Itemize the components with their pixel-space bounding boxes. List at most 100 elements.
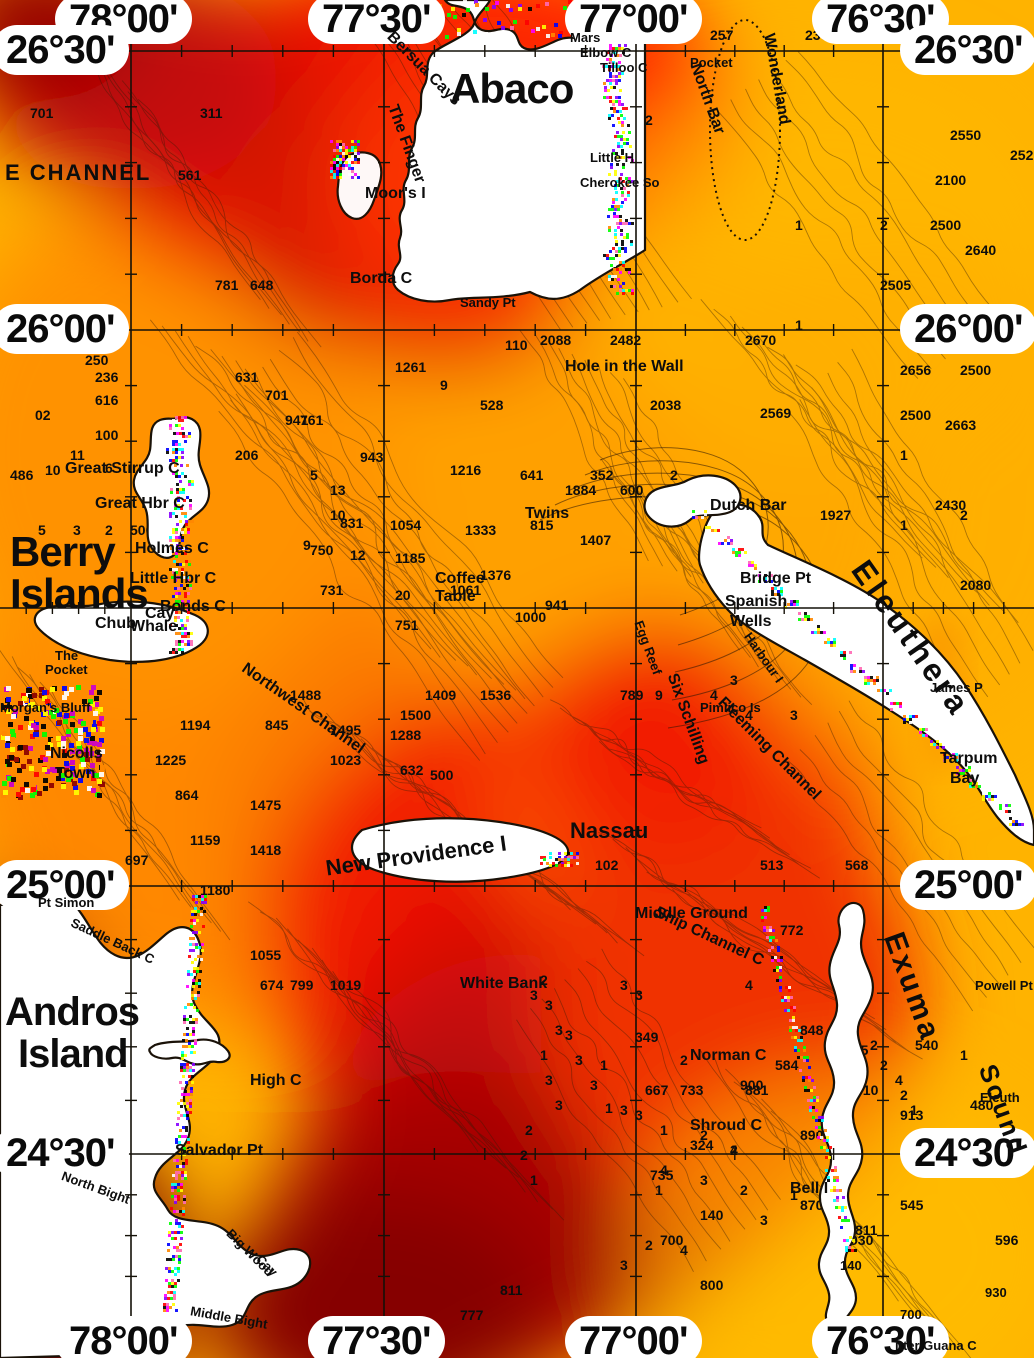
svg-text:1884: 1884 (565, 482, 596, 498)
svg-text:1261: 1261 (395, 359, 426, 375)
svg-text:10: 10 (330, 507, 346, 523)
svg-text:1: 1 (605, 1100, 613, 1116)
svg-text:1000: 1000 (515, 609, 546, 625)
svg-text:3: 3 (620, 977, 628, 993)
svg-text:513: 513 (760, 857, 784, 873)
svg-text:772: 772 (780, 922, 804, 938)
svg-text:2: 2 (880, 217, 888, 233)
svg-text:943: 943 (360, 449, 384, 465)
svg-text:250: 250 (85, 352, 109, 368)
svg-text:1019: 1019 (330, 977, 361, 993)
svg-text:616: 616 (95, 392, 119, 408)
svg-text:1288: 1288 (390, 727, 421, 743)
svg-text:2500: 2500 (900, 407, 931, 423)
svg-text:102: 102 (595, 857, 619, 873)
svg-text:349: 349 (635, 1029, 659, 1045)
svg-text:701: 701 (30, 105, 54, 121)
svg-text:848: 848 (800, 1022, 824, 1038)
svg-text:1: 1 (900, 517, 908, 533)
svg-text:751: 751 (395, 617, 419, 633)
svg-text:2640: 2640 (965, 242, 996, 258)
svg-text:13: 13 (330, 482, 346, 498)
svg-text:3: 3 (620, 1257, 628, 1273)
svg-text:12: 12 (350, 547, 366, 563)
svg-text:1159: 1159 (190, 832, 221, 848)
svg-text:3: 3 (545, 997, 553, 1013)
svg-text:528: 528 (480, 397, 504, 413)
svg-text:2670: 2670 (745, 332, 776, 348)
svg-text:2550: 2550 (950, 127, 981, 143)
svg-text:941: 941 (545, 597, 569, 613)
svg-text:1216: 1216 (450, 462, 481, 478)
svg-text:3: 3 (620, 1102, 628, 1118)
svg-text:1194: 1194 (180, 717, 211, 733)
svg-text:1054: 1054 (390, 517, 421, 533)
svg-text:1: 1 (530, 1172, 538, 1188)
svg-text:3: 3 (790, 707, 798, 723)
svg-text:2100: 2100 (935, 172, 966, 188)
svg-text:2505: 2505 (880, 277, 911, 293)
svg-text:789: 789 (620, 687, 644, 703)
svg-text:9: 9 (440, 377, 448, 393)
svg-text:9: 9 (655, 687, 663, 703)
svg-text:1225: 1225 (155, 752, 186, 768)
svg-text:799: 799 (290, 977, 314, 993)
svg-text:3: 3 (590, 1077, 598, 1093)
svg-text:3: 3 (575, 1052, 583, 1068)
svg-text:206: 206 (235, 447, 259, 463)
svg-text:1: 1 (600, 1057, 608, 1073)
svg-text:3: 3 (545, 1072, 553, 1088)
svg-text:881: 881 (745, 1082, 769, 1098)
svg-text:110: 110 (505, 337, 528, 353)
svg-text:3: 3 (555, 1022, 563, 1038)
svg-text:3: 3 (555, 1097, 563, 1113)
svg-text:252: 252 (1010, 147, 1034, 163)
svg-text:10: 10 (45, 462, 61, 478)
svg-text:1: 1 (960, 1047, 968, 1063)
svg-text:2: 2 (740, 1182, 748, 1198)
svg-text:701: 701 (265, 387, 289, 403)
svg-text:1: 1 (795, 217, 803, 233)
svg-text:1: 1 (540, 1047, 548, 1063)
svg-text:890: 890 (800, 1127, 824, 1143)
svg-text:4: 4 (680, 1242, 688, 1258)
svg-text:1927: 1927 (820, 507, 851, 523)
svg-text:100: 100 (95, 427, 119, 443)
svg-text:674: 674 (260, 977, 284, 993)
svg-text:2: 2 (670, 467, 678, 483)
svg-text:1: 1 (655, 1182, 663, 1198)
svg-text:3: 3 (760, 1212, 768, 1228)
svg-text:750: 750 (310, 542, 334, 558)
svg-text:777: 777 (460, 1307, 484, 1323)
svg-text:2: 2 (525, 1122, 533, 1138)
svg-text:2569: 2569 (760, 405, 791, 421)
svg-text:631: 631 (235, 369, 259, 385)
svg-text:2656: 2656 (900, 362, 931, 378)
svg-text:811: 811 (500, 1282, 523, 1298)
svg-text:311: 311 (200, 105, 223, 121)
svg-text:781: 781 (215, 277, 239, 293)
svg-text:4: 4 (730, 1142, 738, 1158)
svg-text:648: 648 (250, 277, 274, 293)
svg-text:864: 864 (175, 787, 199, 803)
svg-text:800: 800 (700, 1277, 724, 1293)
svg-text:641: 641 (520, 467, 544, 483)
svg-text:1: 1 (900, 447, 908, 463)
svg-text:4: 4 (660, 1162, 668, 1178)
svg-text:1475: 1475 (250, 797, 281, 813)
svg-text:500: 500 (430, 767, 454, 783)
svg-text:5: 5 (310, 467, 318, 483)
svg-text:731: 731 (320, 582, 344, 598)
svg-text:1185: 1185 (395, 550, 426, 566)
svg-text:568: 568 (845, 857, 869, 873)
svg-text:2500: 2500 (960, 362, 991, 378)
svg-text:913: 913 (900, 1107, 924, 1123)
svg-text:3: 3 (730, 672, 738, 688)
svg-text:2: 2 (645, 1237, 653, 1253)
svg-text:2: 2 (900, 1087, 908, 1103)
svg-text:545: 545 (900, 1197, 924, 1213)
svg-text:236: 236 (95, 369, 119, 385)
svg-text:1418: 1418 (250, 842, 281, 858)
svg-text:02: 02 (35, 407, 51, 423)
svg-text:1409: 1409 (425, 687, 456, 703)
